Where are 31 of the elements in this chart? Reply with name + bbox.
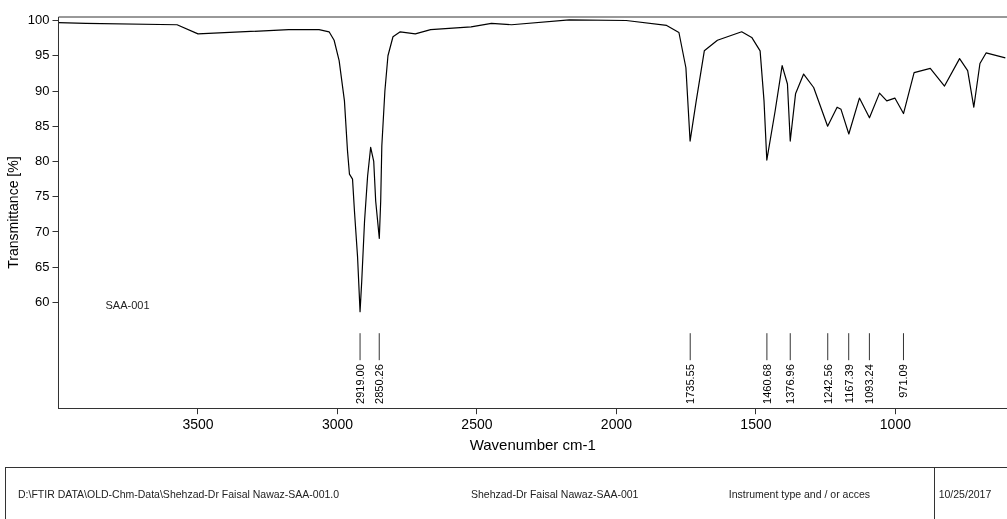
annotation: 1167.39 <box>842 364 855 404</box>
x-tick-label: 3500 <box>182 416 214 433</box>
y-tick-label: 100 <box>27 12 50 28</box>
y-tick-label: 60 <box>35 294 50 310</box>
y-axis-title: Transmittance [%] <box>5 156 22 269</box>
x-tick-label: 2000 <box>600 416 633 433</box>
y-tick-label: 70 <box>35 223 50 239</box>
text: 10/25/2017 <box>933 468 1007 519</box>
x-tick-label: 1000 <box>879 416 912 433</box>
x-tick-label: 2500 <box>461 416 493 433</box>
y-tick-label: 85 <box>35 117 50 133</box>
y-tick-label: 80 <box>35 153 50 169</box>
x-tick-label: 1500 <box>740 416 772 433</box>
annotation: 2919.00 <box>354 364 367 404</box>
y-tick-label: 95 <box>35 47 50 63</box>
annotation: 2850.26 <box>373 364 386 404</box>
annotation: 1460.68 <box>760 364 773 404</box>
annotation: 1735.55 <box>684 364 697 404</box>
x-axis-title: Wavenumber cm-1 <box>469 436 596 454</box>
annotation: 971.09 <box>897 364 910 398</box>
annotation: 1093.24 <box>863 364 876 404</box>
text: Shehzad-Dr Faisal Nawaz-SAA-001 <box>469 487 640 502</box>
text: SAA-001 <box>105 299 150 311</box>
annotation: 1376.96 <box>784 364 797 404</box>
annotation: 1242.56 <box>821 364 834 404</box>
text: D:\FTIR DATA\OLD-Chm-Data\Shehzad-Dr Faisal Nawaz-SAA-001.0 <box>17 487 341 502</box>
y-tick-label: 65 <box>35 258 50 274</box>
text: Instrument type and / or acces <box>727 487 871 502</box>
x-tick-label: 3000 <box>321 416 354 433</box>
y-tick-label: 90 <box>35 82 50 98</box>
y-tick-label: 75 <box>35 188 50 204</box>
